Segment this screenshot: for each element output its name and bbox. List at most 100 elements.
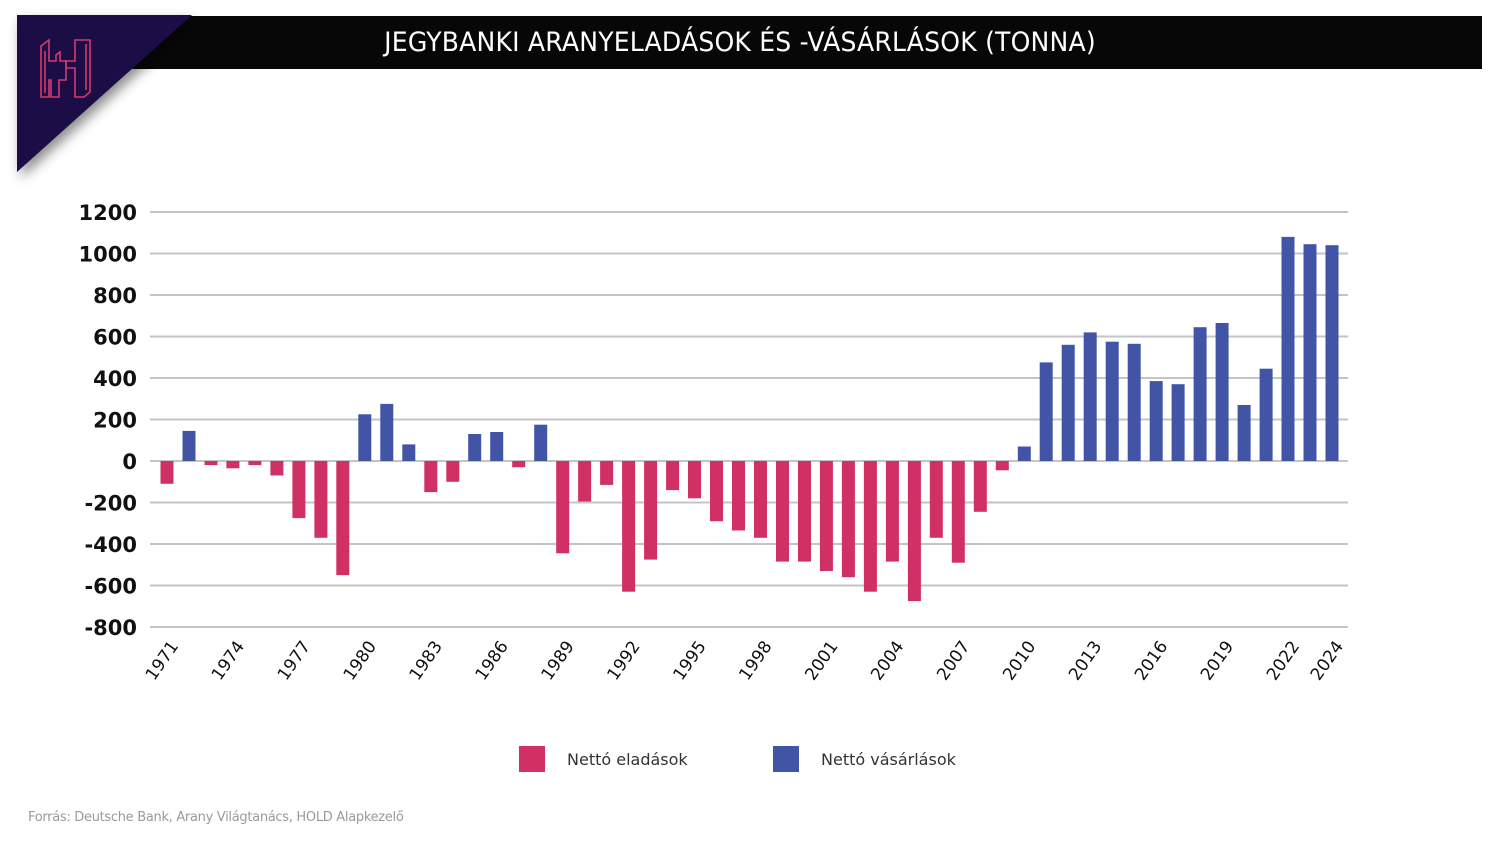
- bar-1989: [556, 461, 570, 554]
- bar-1993: [644, 461, 658, 560]
- bar-1996: [710, 461, 723, 522]
- bar-1976: [270, 461, 284, 476]
- bar-2004: [885, 461, 899, 562]
- y-tick-label: 1000: [79, 243, 137, 267]
- bar-1975: [248, 461, 262, 466]
- y-tick-label: 400: [93, 367, 137, 391]
- bar-2009: [995, 461, 1009, 471]
- y-tick-label: -400: [84, 533, 137, 557]
- legend-swatch-net-purchases: [773, 746, 799, 772]
- bar-2016: [1149, 381, 1163, 461]
- bar-2019: [1215, 323, 1229, 461]
- bar-2014: [1105, 341, 1119, 461]
- bar-2006: [929, 461, 943, 538]
- x-tick-label: 1995: [669, 637, 710, 684]
- logo-corner: [17, 15, 192, 172]
- bar-1991: [600, 461, 614, 485]
- x-tick-label: 2004: [867, 637, 908, 684]
- bar-2000: [798, 461, 811, 562]
- bar-1972: [182, 430, 196, 461]
- source-note: Forrás: Deutsche Bank, Arany Világtanács…: [28, 810, 404, 825]
- x-tick-label: 2007: [933, 637, 974, 684]
- bar-2018: [1193, 327, 1207, 461]
- bar-1997: [732, 461, 745, 531]
- x-tick-label: 2010: [999, 637, 1040, 684]
- x-tick-label: 1989: [538, 637, 579, 684]
- bar-1990: [578, 461, 592, 502]
- bar-1988: [534, 424, 548, 461]
- bar-2017: [1171, 384, 1185, 461]
- bar-1995: [688, 461, 701, 499]
- legend-item-net-purchases: Nettó vásárlások: [773, 746, 956, 772]
- bar-1981: [380, 403, 394, 461]
- x-tick-label: 1986: [472, 637, 513, 684]
- x-tick-label: 2022: [1263, 637, 1304, 684]
- x-tick-label: 2024: [1307, 637, 1348, 684]
- x-tick-label: 1998: [735, 637, 776, 684]
- bar-2015: [1127, 343, 1141, 461]
- bar-2007: [951, 461, 965, 563]
- bar-1978: [314, 461, 328, 538]
- y-tick-label: -600: [84, 575, 137, 599]
- bar-2012: [1061, 344, 1075, 461]
- bar-1994: [666, 461, 680, 491]
- y-tick-label: 600: [93, 326, 137, 350]
- x-tick-label: 1983: [406, 637, 447, 684]
- bar-2024: [1325, 245, 1339, 461]
- bar-1987: [512, 461, 526, 468]
- y-tick-label: -800: [84, 616, 137, 640]
- bar-1971: [160, 461, 174, 484]
- legend: Nettó eladások Nettó vásárlások: [0, 744, 1500, 774]
- bars: [160, 236, 1339, 602]
- legend-item-net-sales: Nettó eladások: [519, 746, 688, 772]
- bar-1982: [402, 444, 416, 461]
- bar-2010: [1017, 446, 1031, 461]
- y-tick-label: 1200: [79, 201, 137, 225]
- y-tick-label: 0: [122, 450, 137, 474]
- bar-2005: [907, 461, 921, 602]
- bar-2023: [1303, 244, 1317, 461]
- bar-1986: [490, 432, 504, 461]
- bar-2011: [1039, 362, 1053, 461]
- bar-1973: [204, 461, 218, 466]
- bar-2003: [863, 461, 877, 592]
- bar-1984: [446, 461, 460, 482]
- bar-1992: [622, 461, 636, 592]
- x-tick-label: 1971: [142, 637, 183, 684]
- bar-2013: [1083, 332, 1097, 461]
- y-axis-ticks: 1200 1000 800 600 400 200 0 -200 -400 -600 -800: [79, 201, 137, 640]
- bar-2008: [973, 461, 987, 512]
- gridlines: [150, 211, 1348, 628]
- bar-2002: [841, 461, 855, 578]
- bar-2001: [819, 461, 833, 571]
- bar-1985: [468, 434, 482, 461]
- h-logo-icon: [40, 38, 91, 98]
- x-axis-ticks: 1971 1974 1977 1980 1983 1986 1989 1992 1995 1998…: [142, 637, 1348, 684]
- bar-1980: [358, 414, 372, 461]
- bar-2021: [1259, 368, 1273, 461]
- x-tick-label: 2019: [1197, 637, 1238, 684]
- title-bar: [130, 16, 1482, 69]
- x-tick-label: 1977: [274, 637, 315, 684]
- chart-title: JEGYBANKI ARANYELADÁSOK ÉS -VÁSÁRLÁSOK (…: [384, 27, 1096, 58]
- y-tick-label: 200: [93, 409, 137, 433]
- x-tick-label: 2001: [801, 637, 842, 684]
- legend-swatch-net-sales: [519, 746, 545, 772]
- legend-label-net-purchases: Nettó vásárlások: [821, 749, 956, 769]
- bar-chart: 1200 1000 800 600 400 200 0 -200 -400 -600 -800 19…: [79, 201, 1349, 684]
- bar-1983: [424, 461, 438, 493]
- x-tick-label: 1974: [208, 637, 249, 684]
- x-tick-label: 2013: [1065, 637, 1106, 684]
- bar-2020: [1237, 405, 1251, 461]
- y-tick-label: 800: [93, 284, 137, 308]
- bar-2022: [1281, 236, 1295, 461]
- bar-1974: [226, 461, 240, 469]
- bar-1999: [776, 461, 789, 562]
- bar-1979: [336, 461, 350, 576]
- x-tick-label: 1980: [340, 637, 381, 684]
- x-tick-label: 2016: [1131, 637, 1172, 684]
- bar-1977: [292, 461, 306, 519]
- x-tick-label: 1992: [604, 637, 645, 684]
- y-tick-label: -200: [84, 492, 137, 516]
- bar-1998: [754, 461, 767, 538]
